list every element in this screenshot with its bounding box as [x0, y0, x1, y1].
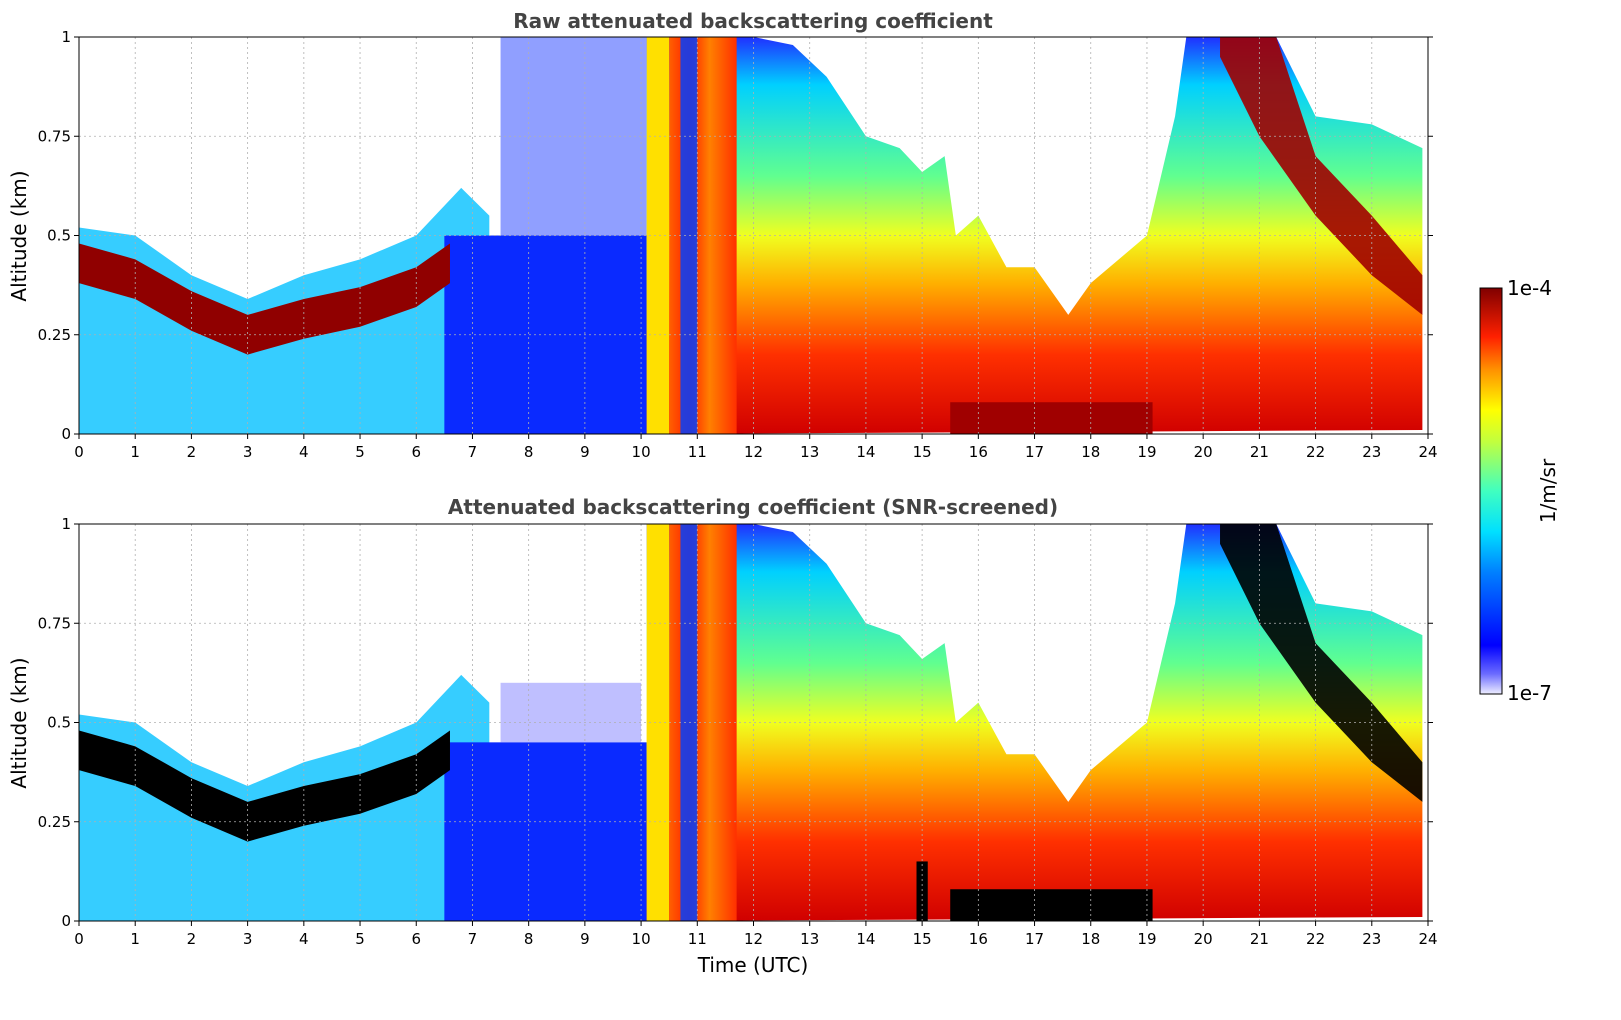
panel1-x-ticks: 0 1 2 3 4 5 6 7 8 9 10 11 12 13 14 15 16 17 18 19 20 21 22 23 24: [74, 434, 1438, 461]
surface-saturated-layer: [950, 889, 1153, 921]
x-tick-label: 4: [299, 930, 309, 948]
x-tick-label: 18: [1081, 930, 1100, 948]
x-tick-label: 2: [187, 930, 197, 948]
x-tick-label: 2: [187, 443, 197, 461]
colorbar-gradient: [1479, 287, 1503, 695]
x-tick-label: 10: [632, 443, 651, 461]
x-tick-label: 15: [913, 930, 932, 948]
panel2-xlabel: Time (UTC): [697, 953, 809, 977]
x-tick-label: 12: [744, 930, 763, 948]
y-tick-label: 0.25: [38, 813, 71, 831]
panel2-x-ticks: 0 1 2 3 4 5 6 7 8 9 10 11 12 13 14 15 16 17 18 19 20 21 22 23 24: [74, 921, 1438, 948]
x-tick-label: 8: [524, 930, 534, 948]
surface-strong-layer: [950, 402, 1153, 434]
x-tick-label: 13: [800, 930, 819, 948]
x-tick-label: 22: [1306, 443, 1325, 461]
x-tick-label: 11: [688, 930, 707, 948]
panel2-y-ticks: 0 0.25 0.5 0.75 1: [38, 515, 1433, 930]
elevated-layer: [1220, 37, 1423, 315]
x-tick-label: 16: [969, 443, 988, 461]
y-tick-label: 0.75: [38, 614, 71, 632]
x-tick-label: 14: [856, 930, 875, 948]
screened-backscatter-panel: Attenuated backscattering coefficient (S…: [7, 495, 1438, 977]
column-yellow: [646, 37, 670, 434]
x-tick-label: 21: [1250, 443, 1269, 461]
panel2-title: Attenuated backscattering coefficient (S…: [448, 495, 1058, 519]
surface-saturated-spike: [916, 861, 928, 921]
x-tick-label: 6: [411, 930, 421, 948]
panel2-grid: [79, 524, 1428, 921]
colorbar: 1e-4 1e-7 1/m/sr: [1479, 276, 1560, 705]
x-tick-label: 6: [411, 443, 421, 461]
x-tick-label: 21: [1250, 930, 1269, 948]
x-tick-label: 11: [688, 443, 707, 461]
y-tick-label: 0: [61, 912, 71, 930]
x-tick-label: 3: [243, 443, 253, 461]
panel1-y-ticks: 0 0.25 0.5 0.75 1: [38, 28, 1433, 443]
x-tick-label: 9: [580, 443, 590, 461]
y-tick-label: 0.25: [38, 326, 71, 344]
x-tick-label: 20: [1194, 443, 1213, 461]
x-tick-label: 17: [1025, 930, 1044, 948]
y-tick-label: 0: [61, 425, 71, 443]
x-tick-label: 0: [74, 930, 84, 948]
x-tick-label: 0: [74, 443, 84, 461]
y-tick-label: 1: [61, 515, 71, 533]
x-tick-label: 1: [130, 930, 140, 948]
elevated-layer: [1220, 524, 1423, 802]
x-tick-label: 5: [355, 443, 365, 461]
raw-backscatter-panel: Raw attenuated backscattering coefficien…: [7, 9, 1438, 461]
y-tick-label: 0.5: [47, 714, 71, 732]
column-yellow: [646, 524, 670, 921]
x-tick-label: 14: [856, 443, 875, 461]
x-tick-label: 9: [580, 930, 590, 948]
x-tick-label: 13: [800, 443, 819, 461]
x-tick-label: 16: [969, 930, 988, 948]
colorbar-unit-label: 1/m/sr: [1536, 458, 1560, 523]
panel2-ylabel: Altitude (km): [7, 657, 31, 788]
x-tick-label: 18: [1081, 443, 1100, 461]
x-tick-label: 17: [1025, 443, 1044, 461]
y-tick-label: 1: [61, 28, 71, 46]
aerosol-layer-band: [79, 730, 450, 842]
x-tick-label: 8: [524, 443, 534, 461]
x-tick-label: 10: [632, 930, 651, 948]
x-tick-label: 12: [744, 443, 763, 461]
y-tick-label: 0.75: [38, 127, 71, 145]
x-tick-label: 7: [468, 930, 478, 948]
x-tick-label: 1: [130, 443, 140, 461]
panel1-ylabel: Altitude (km): [7, 170, 31, 301]
panel1-title: Raw attenuated backscattering coefficien…: [513, 9, 993, 33]
x-tick-label: 19: [1137, 930, 1156, 948]
x-tick-label: 22: [1306, 930, 1325, 948]
x-tick-label: 24: [1418, 930, 1437, 948]
aerosol-layer-band: [79, 243, 450, 355]
colorbar-max-label: 1e-4: [1507, 276, 1552, 300]
x-tick-label: 19: [1137, 443, 1156, 461]
panel1-grid: [79, 37, 1428, 434]
x-tick-label: 20: [1194, 930, 1213, 948]
colorbar-min-label: 1e-7: [1507, 681, 1552, 705]
x-tick-label: 5: [355, 930, 365, 948]
x-tick-label: 23: [1362, 930, 1381, 948]
clear-air-region: [444, 742, 647, 921]
x-tick-label: 4: [299, 443, 309, 461]
x-tick-label: 24: [1418, 443, 1437, 461]
noise-region: [500, 682, 642, 743]
x-tick-label: 23: [1362, 443, 1381, 461]
x-tick-label: 15: [913, 443, 932, 461]
y-tick-label: 0.5: [47, 227, 71, 245]
x-tick-label: 3: [243, 930, 253, 948]
x-tick-label: 7: [468, 443, 478, 461]
